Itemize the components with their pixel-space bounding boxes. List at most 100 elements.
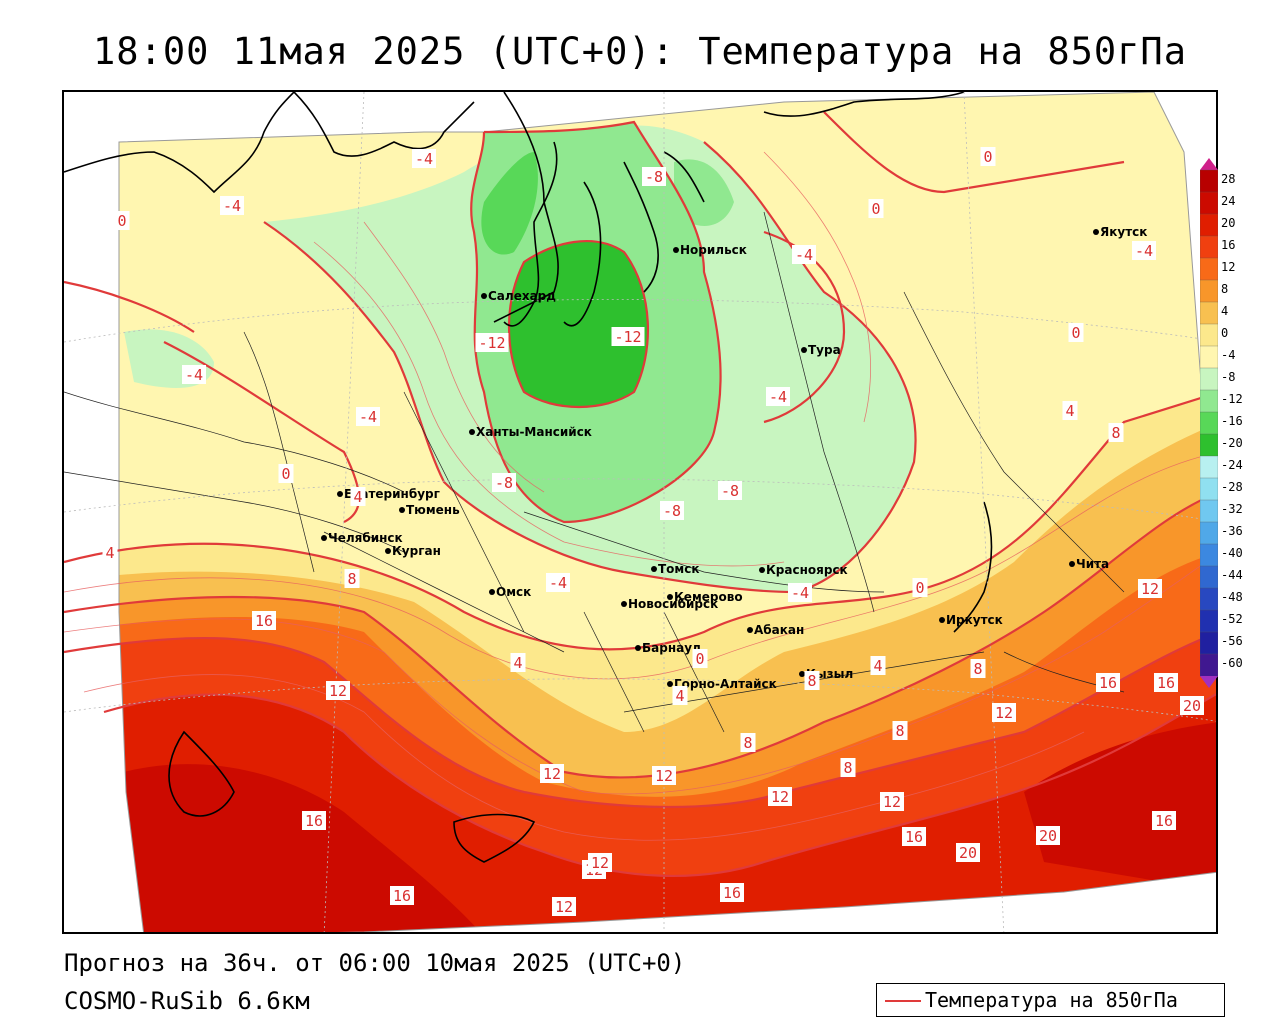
contour-label-bg: [1108, 423, 1124, 442]
contour-label-bg: [880, 792, 904, 811]
city-label: Чита: [1076, 557, 1109, 571]
city-dot: [321, 535, 327, 541]
contour-label: -4: [415, 150, 433, 168]
contour-label: 12: [1141, 580, 1159, 598]
city-dot: [759, 567, 765, 573]
city-dot: [801, 347, 807, 353]
contour-label-bg: [412, 149, 436, 168]
contour-label-bg: [475, 333, 509, 352]
contour-label: -8: [663, 502, 681, 520]
contour-label-bg: [278, 464, 294, 483]
city-label: Горно-Алтайск: [674, 677, 777, 691]
city-label: Новосибирск: [628, 597, 718, 611]
colorbar-tick: 0: [1221, 326, 1229, 341]
city-label: Екатеринбург: [344, 487, 440, 501]
city-dot: [489, 589, 495, 595]
contour-label-bg: [1138, 579, 1162, 598]
contour-label-bg: [390, 886, 414, 905]
contour-label-bg: [992, 703, 1016, 722]
temperature-field: [119, 92, 1216, 932]
contour-label-bg: [642, 167, 666, 186]
contour-label: 12: [655, 767, 673, 785]
city-label: Барнаул: [642, 641, 701, 655]
contour-label-bg: [588, 853, 612, 872]
contour-label: -4: [769, 388, 787, 406]
city-dot: [939, 617, 945, 623]
contour-label-bg: [718, 481, 742, 500]
contour-label: 0: [915, 579, 924, 597]
colorbar-tick: -4: [1221, 348, 1236, 363]
contour-label: -4: [791, 584, 809, 602]
city-dot: [667, 594, 673, 600]
colorbar-tick: 20: [1221, 216, 1236, 231]
colorbar-tick: -24: [1221, 458, 1243, 473]
contour-label-bg: [182, 365, 206, 384]
contour-label-bg: [510, 653, 526, 672]
contour-label-bg: [980, 147, 996, 166]
colorbar-tick: 24: [1221, 194, 1236, 209]
domain-outline: [118, 92, 1216, 932]
city-label: Якутск: [1100, 225, 1147, 239]
contour-label: 12: [883, 793, 901, 811]
city-dot: [385, 548, 391, 554]
contour-label-bg: [492, 473, 516, 492]
city-dot: [673, 247, 679, 253]
contour-label: 16: [1157, 674, 1175, 692]
city-label: Омск: [496, 585, 531, 599]
contour-label: -4: [185, 366, 203, 384]
contour-label-bg: [220, 196, 244, 215]
city-dot: [337, 491, 343, 497]
colorbar: [1199, 158, 1219, 688]
contour-label-bg: [326, 681, 350, 700]
contour-label: 12: [771, 788, 789, 806]
colorbar-tick: -48: [1221, 590, 1243, 605]
contour-label: -4: [795, 246, 813, 264]
colorbar-tick: -40: [1221, 546, 1243, 561]
colorbar-tick: -32: [1221, 502, 1243, 517]
contour-label-bg: [768, 787, 792, 806]
contour-label-bg: [1068, 323, 1084, 342]
contour-label-bg: [840, 758, 856, 777]
contour-label: 8: [1111, 424, 1120, 442]
city-label: Абакан: [754, 623, 804, 637]
contour-label-bg: [892, 721, 908, 740]
colorbar-tick: -52: [1221, 612, 1243, 627]
model-name: COSMO-RuSib 6.6км: [64, 987, 310, 1015]
colorbar-tick: -20: [1221, 436, 1243, 451]
map-canvas: Якутск Норильск Салехард Тура Ханты-Мансийск…: [64, 92, 1216, 932]
contour-label-bg: [970, 659, 986, 678]
contour-label-bg: [660, 501, 684, 520]
contour-label: 8: [347, 570, 356, 588]
contour-label: 16: [393, 887, 411, 905]
contour-label-bg: [792, 245, 816, 264]
contour-label-bg: [1036, 826, 1060, 845]
contour-label-bg: [114, 211, 130, 230]
contour-label: 4: [513, 654, 522, 672]
contour-label: 4: [353, 488, 362, 506]
contour-label: -12: [478, 334, 505, 352]
contour-label: 12: [543, 765, 561, 783]
contour-label: 0: [871, 200, 880, 218]
contour-label-bg: [902, 827, 926, 846]
contour-label-bg: [720, 883, 744, 902]
contour-label: 8: [895, 722, 904, 740]
contour-label-bg: [740, 733, 756, 752]
colorbar-tick: -12: [1221, 392, 1243, 407]
city-dot: [1069, 561, 1075, 567]
contour-label: 0: [695, 650, 704, 668]
contour-label: 16: [1155, 812, 1173, 830]
contour-label: 20: [959, 844, 977, 862]
city-dot: [1093, 229, 1099, 235]
contour-label-bg: [672, 686, 688, 705]
contour-label-bg: [788, 583, 812, 602]
city-dot: [469, 429, 475, 435]
contour-label: 16: [723, 884, 741, 902]
city-dot: [481, 293, 487, 299]
contour-label-bg: [252, 611, 276, 630]
city-label: Тура: [808, 343, 841, 357]
contour-label: 4: [873, 657, 882, 675]
isotherm-lines: [64, 111, 1216, 878]
city-label: Челябинск: [328, 531, 403, 545]
contour-label-bg: [868, 199, 884, 218]
coastlines: [64, 92, 993, 863]
